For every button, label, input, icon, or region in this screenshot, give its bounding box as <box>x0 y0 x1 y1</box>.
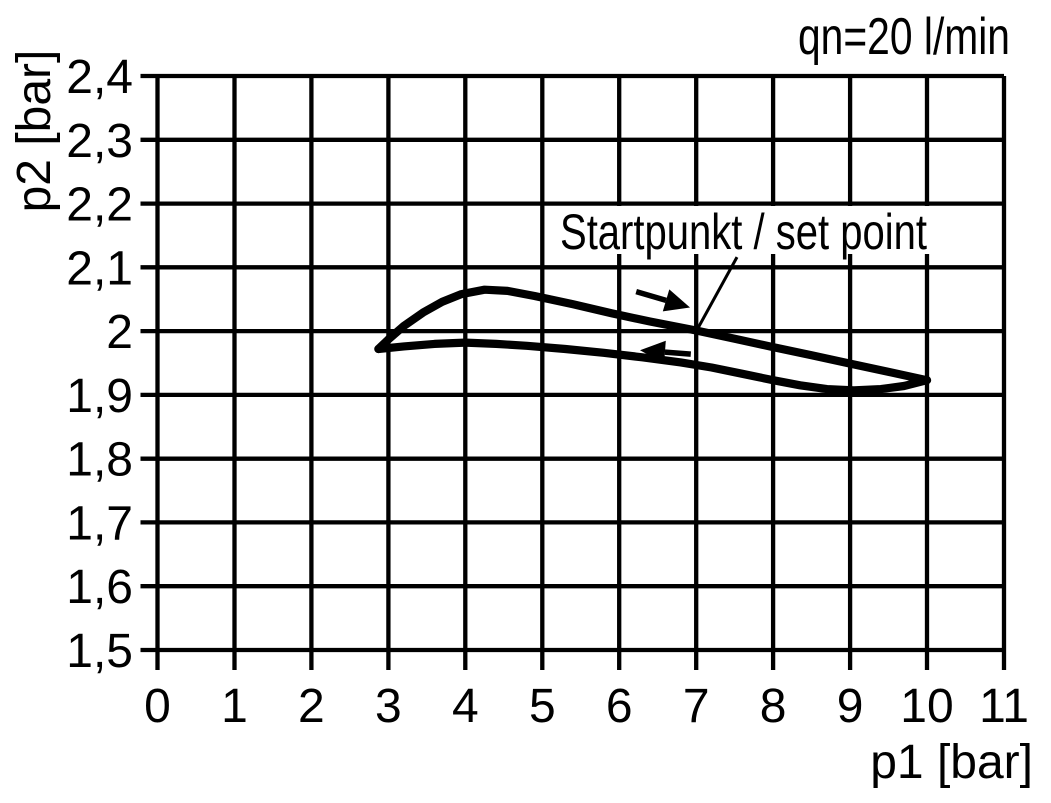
curve-branch-return <box>374 338 932 395</box>
grid <box>140 73 1007 670</box>
curve-branch-forward <box>374 285 932 385</box>
annotations: Startpunkt / set point <box>552 204 938 260</box>
annotation-background <box>552 206 938 254</box>
x-tick-label-4: 4 <box>452 680 479 733</box>
hysteresis-curves <box>374 256 932 395</box>
y-tick-label-2,3: 2,3 <box>66 115 133 168</box>
x-tick-label-6: 6 <box>606 680 633 733</box>
forward-direction-arrow-head <box>662 289 690 312</box>
tick-labels: 0 1 2 3 4 5 6 7 8 9 10 111,51,61,71,81,922,12,22,32… <box>66 51 1029 733</box>
y-tick-label-1,5: 1,5 <box>66 625 133 678</box>
setpoint-annotation-label: Startpunkt / set point <box>560 204 927 260</box>
x-tick-label-2: 2 <box>298 680 325 733</box>
x-tick-label-0: 0 <box>144 680 171 733</box>
y-axis-label: p2 [bar] <box>8 50 61 213</box>
y-tick-label-2: 2 <box>106 306 133 359</box>
return-direction-arrow-shaft <box>664 349 692 357</box>
y-tick-label-2,1: 2,1 <box>66 242 133 295</box>
flow-condition-label: qn=20 l/min <box>798 8 1010 66</box>
x-tick-label-5: 5 <box>529 680 556 733</box>
x-tick-label-3: 3 <box>375 680 402 733</box>
x-tick-label-9: 9 <box>837 680 864 733</box>
annotation-leader-line <box>696 256 739 330</box>
x-tick-label-10: 10 <box>900 680 953 733</box>
y-tick-label-1,8: 1,8 <box>66 434 133 487</box>
x-tick-label-1: 1 <box>221 680 248 733</box>
forward-direction-arrow-shaft <box>635 288 667 304</box>
x-tick-label-8: 8 <box>760 680 787 733</box>
y-tick-label-2,2: 2,2 <box>66 179 133 232</box>
y-tick-label-2,4: 2,4 <box>66 51 133 104</box>
y-tick-label-1,7: 1,7 <box>66 497 133 550</box>
x-tick-label-11: 11 <box>979 680 1029 733</box>
return-direction-arrow-head <box>640 340 666 364</box>
y-tick-label-1,9: 1,9 <box>66 370 133 423</box>
x-tick-label-7: 7 <box>683 680 710 733</box>
x-axis-label: p1 [bar] <box>870 736 1033 789</box>
y-tick-label-1,6: 1,6 <box>66 561 133 614</box>
